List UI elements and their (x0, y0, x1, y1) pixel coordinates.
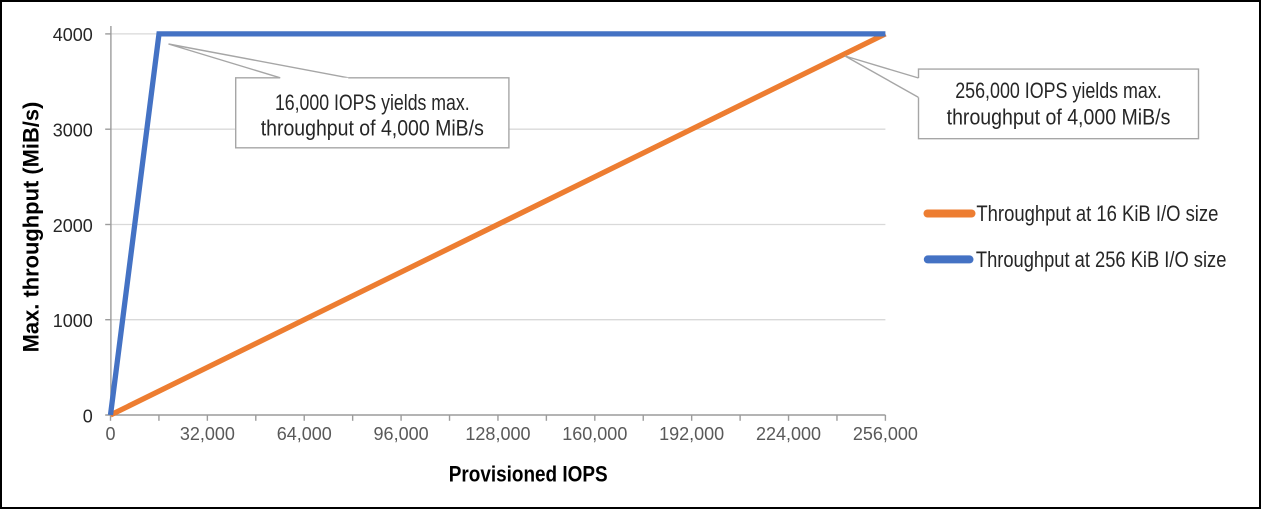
svg-text:160,000: 160,000 (562, 424, 627, 444)
svg-text:256,000: 256,000 (853, 424, 918, 444)
svg-text:Throughput at 256 KiB I/O size: Throughput at 256 KiB I/O size (976, 247, 1227, 272)
svg-text:0: 0 (105, 424, 115, 444)
svg-text:0: 0 (83, 406, 93, 426)
svg-text:4000: 4000 (53, 25, 93, 45)
svg-text:Max. throughput (MiB/s): Max. throughput (MiB/s) (19, 102, 44, 353)
svg-text:16,000 IOPS yields max.: 16,000 IOPS yields max. (275, 90, 470, 115)
svg-text:32,000: 32,000 (180, 424, 235, 444)
svg-text:throughput of 4,000 MiB/s: throughput of 4,000 MiB/s (261, 116, 484, 141)
svg-text:192,000: 192,000 (659, 424, 724, 444)
svg-text:3000: 3000 (53, 121, 93, 141)
svg-text:Throughput at 16 KiB I/O size: Throughput at 16 KiB I/O size (976, 201, 1218, 226)
svg-text:throughput of 4,000 MiB/s: throughput of 4,000 MiB/s (947, 104, 1171, 129)
svg-text:256,000 IOPS yields max.: 256,000 IOPS yields max. (955, 78, 1162, 103)
svg-text:1000: 1000 (53, 311, 93, 331)
svg-text:2000: 2000 (53, 216, 93, 236)
svg-text:128,000: 128,000 (465, 424, 530, 444)
svg-text:224,000: 224,000 (756, 424, 821, 444)
svg-text:64,000: 64,000 (277, 424, 332, 444)
svg-text:Provisioned IOPS: Provisioned IOPS (449, 461, 608, 486)
svg-text:96,000: 96,000 (374, 424, 429, 444)
